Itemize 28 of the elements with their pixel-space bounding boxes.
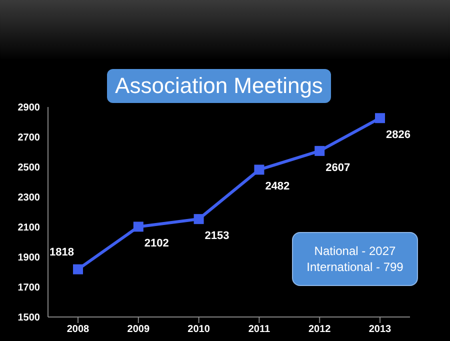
data-label: 1818	[50, 246, 74, 258]
x-tick-label: 2011	[248, 324, 270, 336]
point	[194, 214, 204, 224]
chart-title: Association Meetings	[107, 69, 331, 103]
data-label: 2102	[144, 238, 169, 250]
y-tick-label: 2500	[18, 162, 40, 174]
y-tick-label: 1500	[18, 312, 40, 324]
data-label: 2153	[204, 230, 230, 242]
point	[314, 146, 325, 156]
point	[73, 264, 83, 274]
y-tick-label: 1900	[18, 252, 40, 264]
point	[254, 164, 264, 175]
point	[133, 222, 144, 232]
y-tick-label: 2300	[18, 192, 40, 204]
x-tick-label: 2009	[127, 324, 150, 336]
y-tick-label: 2900	[18, 102, 40, 114]
y-tick-label: 2700	[18, 132, 40, 144]
annotation: National - 2027 International - 799	[292, 232, 418, 286]
data-label: 2826	[386, 129, 410, 142]
y-tick-label: 2100	[18, 222, 40, 234]
x-tick-label: 2008	[66, 324, 90, 336]
x-tick-label: 2013	[368, 324, 392, 336]
x-tick-label: 2012	[308, 324, 332, 336]
data-label: 2607	[326, 162, 350, 174]
x-tick-label: 2010	[188, 324, 210, 336]
data-label: 2482	[265, 180, 290, 193]
point	[375, 113, 385, 124]
y-tick-label: 1700	[18, 282, 40, 294]
